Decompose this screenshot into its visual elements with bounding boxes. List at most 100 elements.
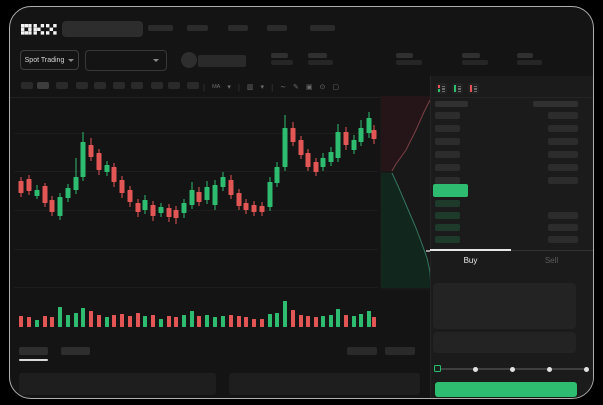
market-type-label: Spot Trading xyxy=(24,56,65,64)
timeframe-button[interactable] xyxy=(56,82,68,89)
bottom-tab-underline xyxy=(19,359,48,361)
chevron-down-icon[interactable]: ▾ xyxy=(260,84,265,91)
price-input[interactable] xyxy=(433,283,576,329)
search-input[interactable] xyxy=(62,21,143,37)
slider-stop[interactable] xyxy=(472,366,478,372)
draw-icon[interactable]: ✎ xyxy=(293,84,299,91)
slider-stop[interactable] xyxy=(509,366,515,372)
line-type-icon[interactable]: ∼ xyxy=(280,84,287,91)
timeframe-button[interactable] xyxy=(168,82,180,89)
bid-price-placeholder[interactable] xyxy=(435,224,460,231)
buy-tab-indicator xyxy=(430,249,511,251)
ask-price-placeholder[interactable] xyxy=(435,151,460,158)
stat-value-placeholder xyxy=(517,60,542,65)
candlestick-chart[interactable] xyxy=(10,7,593,398)
sell-tab-border xyxy=(511,250,593,251)
timeframe-button[interactable] xyxy=(151,82,163,89)
tab-sell[interactable]: Sell xyxy=(544,256,559,265)
ask-price-placeholder[interactable] xyxy=(435,177,460,184)
bid-price-placeholder[interactable] xyxy=(435,212,460,219)
chevron-down-icon[interactable]: ▾ xyxy=(227,84,231,91)
book-header-right xyxy=(533,101,578,107)
ask-mark xyxy=(438,85,440,89)
stat-value-placeholder xyxy=(396,60,422,65)
ask-amount-placeholder[interactable] xyxy=(548,177,578,184)
last-price-badge[interactable] xyxy=(433,184,468,197)
stat-value-placeholder xyxy=(308,60,333,65)
bid-amount-placeholder[interactable] xyxy=(548,212,578,219)
timeframe-button-active[interactable] xyxy=(37,82,49,89)
slider-stop[interactable] xyxy=(583,366,589,372)
bid-mark xyxy=(438,88,440,92)
nav-item[interactable] xyxy=(310,25,335,31)
book-view-bids-icon[interactable] xyxy=(452,83,463,94)
nav-item[interactable] xyxy=(267,25,287,31)
ask-price-placeholder[interactable] xyxy=(435,138,460,145)
nav-item[interactable] xyxy=(187,25,208,31)
bid-price-placeholder[interactable] xyxy=(435,236,460,243)
okx-logo xyxy=(21,24,57,35)
chevron-down-icon xyxy=(68,58,75,62)
bottom-action-button[interactable] xyxy=(347,347,377,355)
divider: | xyxy=(271,82,274,92)
stat-label-placeholder xyxy=(308,53,327,58)
timeframe-button[interactable] xyxy=(76,82,88,89)
ask-amount-placeholder[interactable] xyxy=(548,125,578,132)
chart-tools: | MA ▾ | ▥ ▾ | ∼ ✎ ▣ ⊙ ▢ xyxy=(203,78,339,97)
amount-input[interactable] xyxy=(433,332,576,353)
timeframe-button[interactable] xyxy=(113,82,125,89)
ask-price-placeholder[interactable] xyxy=(435,112,460,119)
stat-label-placeholder xyxy=(271,53,288,58)
stat-label-placeholder xyxy=(517,53,533,58)
book-view-all-icon[interactable] xyxy=(436,83,447,94)
book-view-asks-icon[interactable] xyxy=(468,83,479,94)
ask-amount-placeholder[interactable] xyxy=(548,112,578,119)
slider-stop[interactable] xyxy=(546,366,552,372)
toolbar-divider xyxy=(10,97,430,98)
bid-amount-placeholder[interactable] xyxy=(548,236,578,243)
bottom-action-button[interactable] xyxy=(385,347,415,355)
settings-icon[interactable]: ⊙ xyxy=(319,84,326,91)
coin-icon xyxy=(181,52,197,68)
fullscreen-icon[interactable]: ▢ xyxy=(332,84,340,91)
bid-mark xyxy=(454,85,456,92)
ma-indicator-icon[interactable]: MA xyxy=(212,83,221,90)
depth-chart xyxy=(380,96,434,290)
ask-mark xyxy=(470,85,472,92)
market-type-selector[interactable]: Spot Trading xyxy=(20,50,79,70)
pair-select-dropdown[interactable] xyxy=(85,50,167,71)
ask-price-placeholder[interactable] xyxy=(435,164,460,171)
timeframe-button[interactable] xyxy=(131,82,143,89)
nav-item[interactable] xyxy=(148,25,173,31)
app-window: Spot Trading | MA ▾ | ▥ ▾ | ∼ ✎ ▣ ⊙ ▢ Buy Sell xyxy=(9,6,594,399)
timeframe-button[interactable] xyxy=(94,82,106,89)
nav-item[interactable] xyxy=(228,25,248,31)
orderbook-divider xyxy=(430,97,593,98)
divider: | xyxy=(203,82,206,92)
slider-handle[interactable] xyxy=(434,365,441,372)
chevron-down-icon xyxy=(153,59,159,62)
bottom-tab-active[interactable] xyxy=(19,347,48,355)
timeframe-button[interactable] xyxy=(187,82,199,89)
bottom-tab[interactable] xyxy=(61,347,90,355)
bid-amount-placeholder[interactable] xyxy=(548,224,578,231)
submit-buy-button[interactable] xyxy=(435,382,577,397)
tab-buy[interactable]: Buy xyxy=(463,256,478,265)
stat-label-placeholder xyxy=(462,53,480,58)
history-panel xyxy=(19,373,216,395)
ask-amount-placeholder[interactable] xyxy=(548,164,578,171)
stat-value-placeholder xyxy=(271,60,293,65)
bid-price-placeholder[interactable] xyxy=(435,200,460,207)
candle-style-icon[interactable]: ▥ xyxy=(246,84,254,91)
history-panel xyxy=(229,373,420,395)
camera-icon[interactable]: ▣ xyxy=(305,84,313,91)
ask-amount-placeholder[interactable] xyxy=(548,138,578,145)
ask-amount-placeholder[interactable] xyxy=(548,151,578,158)
stat-value-placeholder xyxy=(462,60,488,65)
book-header-left xyxy=(435,101,468,107)
timeframe-button[interactable] xyxy=(21,82,33,89)
last-price-placeholder xyxy=(198,55,246,67)
ask-price-placeholder[interactable] xyxy=(435,125,460,132)
stat-label-placeholder xyxy=(396,53,413,58)
divider: | xyxy=(237,82,240,92)
